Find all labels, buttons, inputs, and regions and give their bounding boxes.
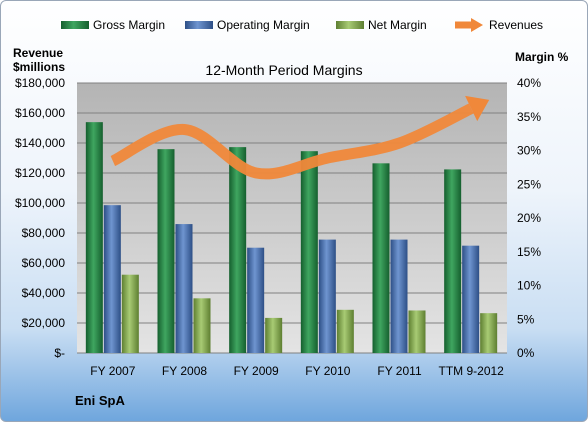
bar-operating-margin	[175, 224, 193, 353]
left-tick-label: $-	[54, 346, 65, 360]
right-tick-label: 40%	[517, 76, 541, 90]
right-axis-ticks: 0% 5% 10% 15% 20% 25% 30% 35% 40%	[517, 76, 541, 360]
right-tick-label: 15%	[517, 245, 541, 259]
right-tick-label: 30%	[517, 144, 541, 158]
left-tick-label: $40,000	[22, 286, 66, 300]
right-tick-label: 5%	[517, 312, 535, 326]
revenues-arrow-head	[465, 95, 490, 122]
revenues-line	[110, 103, 474, 180]
left-axis-label-line1: Revenue	[13, 46, 63, 60]
x-category-label: TTM 9-2012	[438, 364, 504, 378]
left-axis-label-line2: $millions	[13, 60, 65, 74]
right-tick-label: 20%	[517, 211, 541, 225]
legend-label-net: Net Margin	[368, 18, 427, 32]
bar-gross-margin	[157, 149, 175, 353]
legend-swatch-operating	[185, 21, 213, 29]
x-category-label: FY 2011	[377, 364, 422, 378]
bar-gross-margin	[229, 147, 247, 353]
legend-label-gross: Gross Margin	[93, 18, 165, 32]
bar-gross-margin	[300, 151, 318, 353]
bar-net-margin	[408, 310, 426, 353]
left-tick-label: $180,000	[15, 76, 65, 90]
right-tick-label: 10%	[517, 279, 541, 293]
bar-gross-margin	[444, 169, 462, 353]
bar-net-margin	[336, 309, 354, 353]
legend-label-revenues: Revenues	[489, 18, 543, 32]
bar-operating-margin	[462, 245, 480, 353]
company-name: Eni SpA	[75, 393, 125, 408]
bar-operating-margin	[247, 247, 265, 353]
revenue-line-layer	[110, 95, 490, 180]
left-tick-label: $120,000	[15, 166, 65, 180]
x-category-label: FY 2010	[305, 364, 350, 378]
left-tick-label: $160,000	[15, 106, 65, 120]
bar-net-margin	[480, 313, 498, 353]
left-tick-label: $80,000	[22, 226, 66, 240]
legend: Gross Margin Operating Margin Net Margin…	[61, 18, 543, 32]
left-tick-label: $100,000	[15, 196, 65, 210]
bar-net-margin	[265, 317, 283, 353]
legend-swatch-gross	[61, 21, 89, 29]
legend-swatch-net	[336, 21, 364, 29]
right-tick-label: 25%	[517, 177, 541, 191]
bar-net-margin	[121, 274, 139, 353]
right-tick-label: 0%	[517, 346, 535, 360]
bar-operating-margin	[318, 239, 336, 353]
legend-label-operating: Operating Margin	[217, 18, 310, 32]
x-category-label: FY 2008	[162, 364, 207, 378]
left-axis-ticks: $- $20,000 $40,000 $60,000 $80,000 $100,000 $1…	[15, 76, 65, 360]
left-tick-label: $140,000	[15, 136, 65, 150]
bar-operating-margin	[103, 205, 121, 353]
bar-gross-margin	[85, 122, 103, 354]
x-category-label: FY 2009	[234, 364, 279, 378]
legend-arrow-head	[471, 18, 483, 32]
left-tick-label: $20,000	[22, 316, 66, 330]
bar-net-margin	[193, 298, 211, 353]
right-tick-label: 35%	[517, 110, 541, 124]
bar-gross-margin	[372, 163, 390, 353]
right-axis-label: Margin %	[515, 50, 569, 64]
bars-layer	[85, 122, 498, 354]
x-category-label: FY 2007	[90, 364, 135, 378]
x-axis-categories: FY 2007 FY 2008 FY 2009 FY 2010 FY 2011 TTM 9…	[90, 364, 504, 378]
left-tick-label: $60,000	[22, 256, 66, 270]
bar-operating-margin	[390, 239, 408, 353]
chart-title: 12-Month Period Margins	[205, 62, 362, 78]
